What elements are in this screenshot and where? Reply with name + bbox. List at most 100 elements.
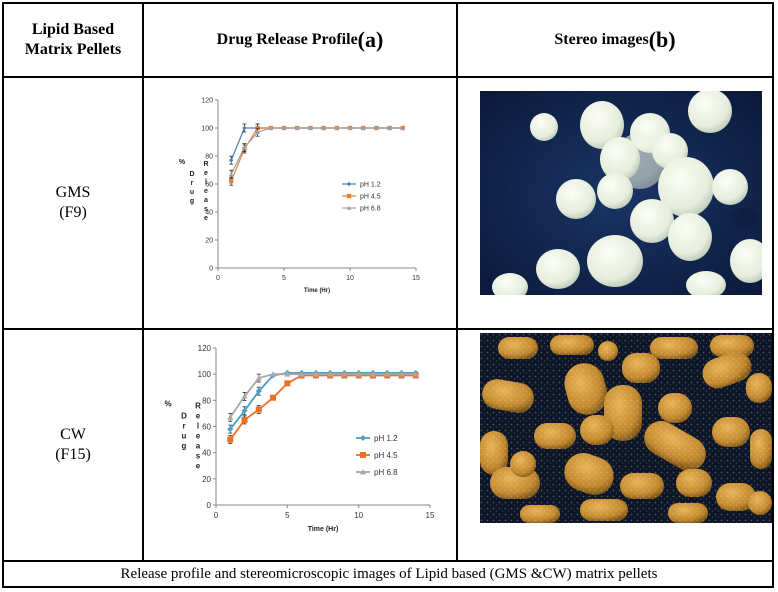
legend-marker [346,181,352,187]
cw-pellets-picture [480,333,772,523]
data-point [334,125,339,130]
data-point [242,125,247,131]
y-tick-label: 120 [198,344,212,353]
y-axis-label-letter: % [179,159,186,166]
legend-entry: pH 4.5 [360,194,381,201]
y-axis-label-letter: r [182,422,185,431]
row1-line2: (F9) [59,204,87,221]
y-axis-label-letter: D [189,171,194,178]
row2-line1: CW [60,426,86,443]
y-tick-label: 40 [202,449,211,458]
data-point [270,371,277,377]
data-point [355,371,362,377]
x-tick-label: 5 [285,511,290,520]
x-axis-label: Time (Hr) [304,288,330,294]
stereo-image-cw [480,333,772,523]
y-axis-label-letter: g [190,198,194,205]
y-axis-label-letter: u [190,189,194,196]
data-point [412,371,419,377]
data-point [241,393,248,399]
y-axis-label-letter: e [196,432,201,441]
series-line-pH-6-8 [230,127,403,175]
y-axis-label-letter: R [195,402,201,411]
legend-entry: pH 6.8 [360,206,381,213]
legend-entry: pH 1.2 [374,434,398,443]
x-axis-label: Time (Hr) [308,526,339,533]
data-point [255,406,262,413]
x-tick-label: 15 [412,275,420,282]
series-line-pH-6-8 [229,373,416,418]
table-caption: Release profile and stereomicroscopic im… [4,562,774,586]
data-point [374,125,379,130]
y-axis-label-letter: D [181,412,187,421]
data-point [341,371,348,377]
x-tick-label: 0 [214,511,219,520]
y-axis-label-letter: u [182,432,187,441]
y-axis-label-letter: e [204,188,208,195]
data-point [284,380,291,387]
y-tick-label: 80 [202,396,211,405]
y-tick-label: 80 [205,154,213,161]
data-point [361,125,366,130]
header-lipid-pellets: Lipid Based Matrix Pellets [4,4,142,76]
data-point [268,125,273,130]
data-point [387,125,392,130]
data-point [308,125,313,130]
y-axis-label-letter: e [196,462,201,471]
data-point [227,426,234,433]
data-point [229,158,234,163]
data-point [284,371,291,377]
header-col3-letter: (b) [648,27,676,52]
data-point [229,179,234,184]
data-point [281,125,287,130]
data-point [229,172,234,176]
data-point [298,371,305,377]
legend-entry: pH 4.5 [374,451,398,460]
y-axis-label-letter: e [204,215,208,222]
y-axis-label-letter: s [196,452,201,461]
y-axis-label-letter: l [205,179,207,186]
y-tick-label: 120 [201,98,213,105]
y-axis-label-letter: e [204,170,208,177]
header-col1-line2: Matrix Pellets [24,41,122,58]
row-divider [2,328,774,330]
y-tick-label: 60 [202,423,211,432]
data-point [227,414,234,420]
y-axis-label-letter: e [196,412,201,421]
header-drug-release: Drug Release Profile (a) [144,4,456,76]
series-line-pH-1-2 [229,371,416,430]
data-point [398,371,405,377]
row-label-gms: GMS (F9) [4,78,142,328]
header-col1-line1: Lipid Based [31,21,115,38]
stereo-image-gms [480,91,762,295]
data-point [255,375,262,381]
legend-marker [346,193,352,199]
y-axis-label-letter: a [196,442,201,451]
data-point [270,394,277,401]
x-tick-label: 10 [354,511,363,520]
data-point [327,371,334,377]
header-divider [2,76,774,78]
x-tick-label: 15 [426,511,435,520]
header-stereo-images: Stereo images (b) [458,4,772,76]
y-axis-label-letter: s [204,206,208,213]
x-tick-label: 0 [216,275,220,282]
row2-line2: (F15) [55,446,91,463]
y-tick-label: 20 [205,238,213,245]
y-tick-label: 20 [202,475,211,484]
col-divider-2 [456,2,458,562]
y-axis-label-letter: g [182,442,187,451]
y-tick-label: 100 [201,126,213,133]
caption-text: Release profile and stereomicroscopic im… [120,565,658,582]
y-tick-label: 0 [207,501,212,510]
data-point [241,407,248,414]
data-point [384,371,391,377]
data-point [227,436,234,443]
y-axis-label-letter: l [197,422,199,431]
row-label-cw: CW (F15) [4,330,142,560]
y-tick-label: 0 [209,266,213,273]
data-point [241,416,248,423]
